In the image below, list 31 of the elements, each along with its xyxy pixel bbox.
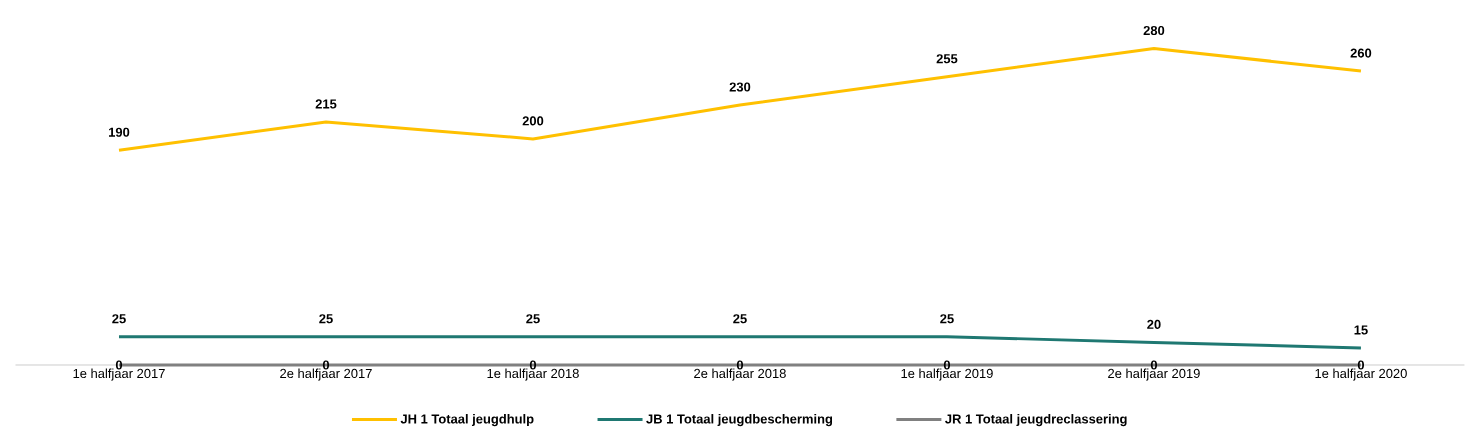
data-label: 0	[529, 360, 537, 370]
data-label: 20	[1147, 319, 1161, 329]
data-label: 0	[1150, 360, 1158, 370]
data-label: 200	[522, 116, 544, 126]
data-label: 0	[943, 360, 951, 370]
legend-label: JB 1 Totaal jeugdbescherming	[646, 414, 833, 427]
x-tick-label: 1e halfjaar 2020	[1315, 368, 1407, 381]
data-label: 25	[112, 314, 126, 324]
x-tick-label: 1e halfjaar 2019	[901, 368, 993, 381]
data-label: 0	[1357, 360, 1365, 370]
data-label: 0	[322, 360, 330, 370]
data-label: 15	[1354, 325, 1368, 335]
data-label: 25	[526, 314, 540, 324]
data-label: 280	[1143, 25, 1165, 36]
data-label: 215	[315, 99, 337, 109]
data-label: 0	[736, 360, 744, 370]
data-label: 260	[1350, 48, 1372, 58]
data-label: 190	[109, 127, 130, 137]
data-label: 25	[319, 314, 333, 324]
data-label: 0	[115, 360, 123, 370]
legend-label: JR 1 Totaal jeugdreclassering	[945, 414, 1127, 427]
x-tick-label: 1e halfjaar 2017	[73, 368, 165, 381]
x-tick-label: 2e halfjaar 2017	[280, 368, 372, 381]
data-label: 230	[729, 82, 751, 92]
x-tick-label: 1e halfjaar 2018	[487, 368, 579, 381]
data-label: 25	[733, 314, 747, 324]
x-tick-label: 2e halfjaar 2018	[694, 368, 786, 381]
data-label: 255	[936, 54, 958, 64]
data-label: 25	[940, 314, 954, 324]
legend-label: JH 1 Totaal jeugdhulp	[400, 414, 534, 427]
x-tick-label: 2e halfjaar 2019	[1108, 368, 1200, 381]
